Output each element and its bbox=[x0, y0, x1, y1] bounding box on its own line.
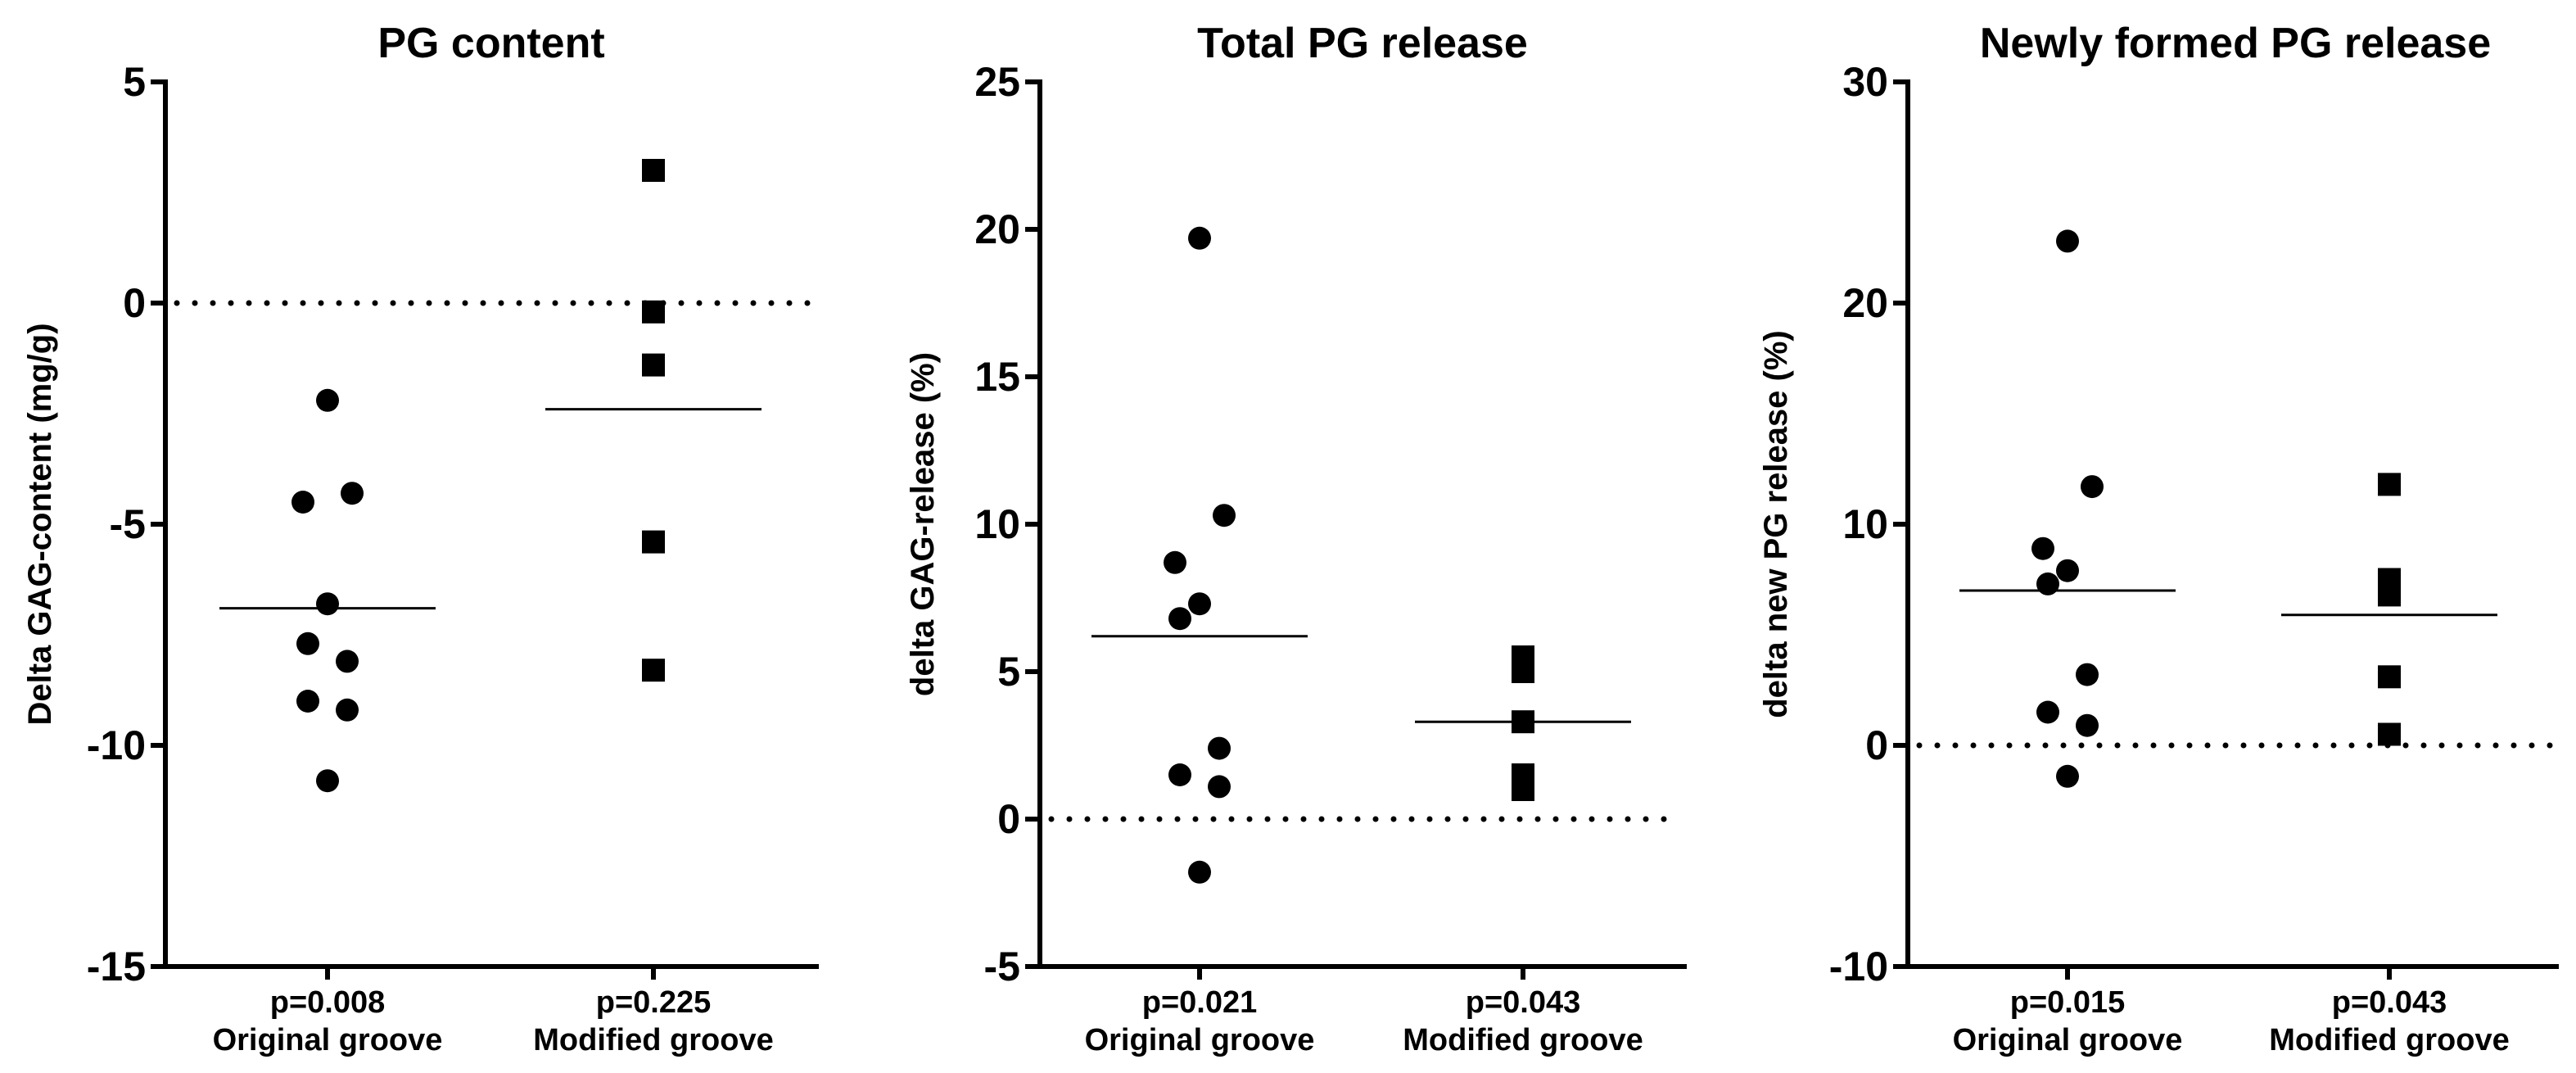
data-point-circle bbox=[1168, 607, 1191, 631]
data-point-circle bbox=[1208, 736, 1231, 760]
y-tick-label: 15 bbox=[974, 354, 1020, 400]
data-point-circle bbox=[1168, 763, 1191, 786]
p-value-label: p=0.021 bbox=[1142, 985, 1258, 1020]
chart-panel-1: PG content Delta GAG-content (mg/g) 5 0 -5 -1… bbox=[22, 20, 819, 1057]
p-value-label: p=0.225 bbox=[596, 985, 712, 1020]
data-point-square bbox=[2378, 665, 2401, 689]
x-category-label: Original groove bbox=[213, 1023, 443, 1057]
data-point-circle bbox=[336, 698, 359, 722]
y-tick-label: 25 bbox=[974, 59, 1020, 105]
chart-title: Newly formed PG release bbox=[1980, 20, 2491, 67]
data-point-square bbox=[642, 530, 665, 554]
data-point-circle bbox=[2076, 663, 2099, 686]
data-point-circle bbox=[2056, 229, 2079, 253]
data-point-circle bbox=[1188, 592, 1211, 616]
data-point-circle bbox=[316, 769, 339, 793]
data-point-circle bbox=[296, 632, 319, 655]
data-point-square bbox=[642, 300, 665, 324]
data-point-circle bbox=[2081, 475, 2104, 499]
y-tick-label: -5 bbox=[110, 501, 146, 547]
chart-panel-3: Newly formed PG release delta new PG rele… bbox=[1758, 20, 2559, 1057]
data-point-square bbox=[2378, 722, 2401, 746]
x-category-label: Original groove bbox=[1953, 1023, 2183, 1057]
x-category-label: Original groove bbox=[1085, 1023, 1315, 1057]
data-point-circle bbox=[1188, 226, 1211, 250]
data-point-square bbox=[2378, 583, 2401, 607]
data-point-circle bbox=[2056, 559, 2079, 582]
data-point-circle bbox=[1188, 860, 1211, 884]
data-point-circle bbox=[316, 592, 339, 616]
p-value-label: p=0.015 bbox=[2010, 985, 2126, 1020]
y-tick-label: -5 bbox=[984, 944, 1020, 989]
data-point-circle bbox=[291, 491, 314, 514]
y-tick-label: -10 bbox=[87, 722, 146, 768]
data-point-square bbox=[642, 159, 665, 182]
y-tick-label: 20 bbox=[974, 206, 1020, 252]
data-point-square bbox=[642, 659, 665, 682]
data-point-square bbox=[1512, 710, 1534, 734]
data-point-circle bbox=[1164, 550, 1186, 574]
data-point-circle bbox=[336, 650, 359, 673]
y-tick-label: 0 bbox=[1865, 722, 1888, 768]
y-tick-label: 10 bbox=[974, 501, 1020, 547]
data-point-circle bbox=[1208, 775, 1231, 799]
p-value-label: p=0.008 bbox=[270, 985, 386, 1020]
chart-title: Total PG release bbox=[1197, 20, 1528, 67]
y-tick-label: 5 bbox=[123, 59, 146, 105]
data-point-circle bbox=[316, 388, 339, 412]
data-point-square bbox=[1512, 660, 1534, 683]
y-tick-label: -10 bbox=[1829, 944, 1888, 989]
x-category-label: Modified groove bbox=[533, 1023, 773, 1057]
y-tick-label: 5 bbox=[997, 649, 1020, 695]
data-point-square bbox=[642, 353, 665, 377]
chart-title: PG content bbox=[377, 20, 604, 67]
p-value-label: p=0.043 bbox=[2332, 985, 2447, 1020]
y-axis-label: Delta GAG-content (mg/g) bbox=[22, 323, 58, 725]
data-point-circle bbox=[2036, 572, 2059, 595]
y-tick-label: 10 bbox=[1842, 501, 1888, 547]
x-category-label: Modified groove bbox=[1403, 1023, 1643, 1057]
y-axis-label: delta new PG release (%) bbox=[1758, 330, 1794, 718]
y-tick-label: 30 bbox=[1842, 59, 1888, 105]
data-point-circle bbox=[2036, 700, 2059, 724]
data-point-circle bbox=[2056, 764, 2079, 788]
y-tick-label: 20 bbox=[1842, 280, 1888, 326]
p-value-label: p=0.043 bbox=[1466, 985, 1581, 1020]
y-tick-label: 0 bbox=[997, 796, 1020, 842]
y-axis-label: delta GAG-release (%) bbox=[905, 352, 941, 696]
y-tick-label: 0 bbox=[123, 280, 146, 326]
x-category-label: Modified groove bbox=[2269, 1023, 2509, 1057]
data-point-square bbox=[2378, 473, 2401, 496]
data-point-circle bbox=[296, 690, 319, 713]
data-point-circle bbox=[2076, 713, 2099, 737]
data-point-circle bbox=[341, 482, 364, 505]
y-tick-label: -15 bbox=[87, 944, 146, 989]
data-point-square bbox=[1512, 778, 1534, 801]
data-point-circle bbox=[1213, 504, 1236, 527]
chart-panel-2: Total PG release delta GAG-release (%) 25 2… bbox=[905, 20, 1687, 1057]
data-point-circle bbox=[2031, 536, 2054, 560]
